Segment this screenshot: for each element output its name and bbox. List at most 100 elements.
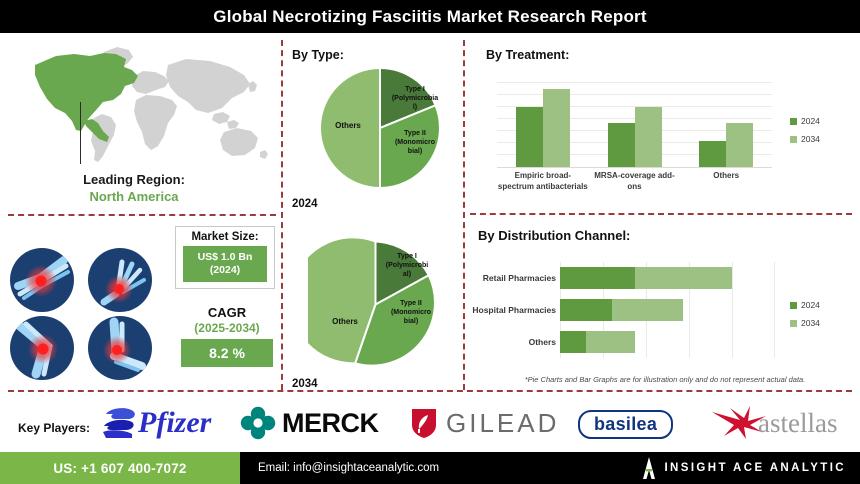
market-size-value-pill: US$ 1.0 Bn (2024): [183, 246, 267, 282]
leading-region-label: Leading Region:: [83, 172, 185, 187]
leading-region-block: Leading Region: North America: [34, 172, 234, 204]
header-bar: Global Necrotizing Fasciitis Market Rese…: [0, 0, 860, 33]
cagr-range: (2025-2034): [194, 321, 260, 335]
legend-swatch-dist-2034: [790, 319, 797, 327]
footer-email[interactable]: Email: info@insightaceanalytic.com: [258, 462, 440, 474]
map-north-america-highlight: [35, 53, 138, 142]
merck-wordmark: MERCK: [282, 407, 379, 438]
divider-horizontal-left: [8, 214, 276, 216]
pie-2034-svg: [289, 236, 436, 367]
treatment-bar-chart: [497, 82, 772, 168]
treatment-legend: 2024 2034: [790, 116, 820, 152]
logo-merck: MERCK: [240, 406, 379, 440]
legend-swatch-2034: [790, 135, 797, 143]
legend-swatch-2024: [790, 117, 797, 125]
distribution-bar-rows: [560, 262, 775, 358]
pie-chart-2034: Type I (Polymicrobi al) Type II (Monomicro b…: [289, 236, 443, 372]
distribution-row-others: [560, 331, 775, 353]
legend-label-dist-2034: 2034: [801, 318, 820, 328]
basilea-pill: basilea: [578, 409, 674, 439]
logo-basilea: basilea: [578, 409, 674, 439]
treatment-bar-mrsa-2024: [607, 123, 635, 167]
legend-label-2034: 2034: [801, 134, 820, 144]
cagr-value: 8.2 %: [209, 345, 245, 361]
pie-chart-2024: Type I (Polymicrobia l) Type II (Monomicro b…: [315, 63, 445, 193]
treatment-bar-mrsa-2034: [634, 107, 662, 167]
footer-bar: US: +1 607 400-7072 Email: info@insighta…: [0, 452, 860, 484]
treatment-legend-2024: 2024: [790, 116, 820, 126]
leading-region-value: North America: [89, 189, 179, 204]
distribution-seg-retail-2024: [560, 267, 635, 289]
divider-vertical-left: [281, 40, 283, 390]
section-title-by-distribution: By Distribution Channel:: [478, 228, 631, 243]
distribution-legend: 2024 2034: [790, 300, 820, 336]
basilea-wordmark: basilea: [594, 413, 658, 434]
footer-phone: US: +1 607 400-7072: [53, 460, 187, 476]
map-leader-line: [80, 102, 81, 164]
distribution-category-labels: Retail Pharmacies Hospital Pharmacies Ot…: [470, 262, 556, 358]
distribution-label-others: Others: [528, 336, 556, 347]
world-map: [8, 40, 278, 175]
treatment-bar-empiric-2024: [515, 107, 543, 167]
joint-elbow-icon: [10, 248, 74, 312]
treatment-bar-others-2024: [699, 141, 727, 167]
legend-swatch-dist-2024: [790, 301, 797, 309]
joint-hand-icon: [88, 248, 152, 312]
medical-illustrations: [10, 248, 160, 380]
joint-ankle-icon: [88, 316, 152, 380]
pie-2034-year: 2034: [292, 378, 318, 390]
distribution-label-hospital: Hospital Pharmacies: [472, 304, 556, 315]
market-size-label: Market Size:: [191, 231, 259, 243]
treatment-bar-empiric-2034: [542, 89, 570, 167]
distribution-legend-2024: 2024: [790, 300, 820, 310]
treatment-label-empiric: Empiric broad-spectrum antibacterials: [497, 171, 588, 191]
distribution-row-hospital: [560, 299, 775, 321]
merck-mark-icon: [240, 406, 276, 440]
footer-phone-block[interactable]: US: +1 607 400-7072: [0, 452, 240, 484]
treatment-axis-line: [497, 167, 772, 168]
pie-2024-year: 2024: [292, 198, 318, 210]
divider-horizontal-right: [470, 213, 852, 215]
insight-ace-logo-icon: [643, 457, 656, 479]
market-size-card: Market Size: US$ 1.0 Bn (2024): [175, 226, 275, 289]
world-map-svg: [35, 47, 268, 162]
cagr-value-pill: 8.2 %: [181, 339, 273, 367]
distribution-legend-2034: 2034: [790, 318, 820, 328]
key-players-label: Key Players:: [18, 421, 91, 435]
treatment-bar-others-2034: [726, 123, 754, 167]
logo-pfizer: Pfizer: [100, 405, 211, 441]
logo-gilead: GILEAD: [410, 407, 559, 439]
astellas-mark-icon: [712, 406, 766, 439]
treatment-label-others: Others: [713, 171, 740, 180]
legend-label-dist-2024: 2024: [801, 300, 820, 310]
distribution-seg-others-2034: [586, 331, 635, 353]
distribution-row-retail: [560, 267, 775, 289]
treatment-group-mrsa: [589, 82, 681, 167]
chart-disclaimer: *Pie Charts and Bar Graphs are for illus…: [524, 375, 806, 384]
cagr-title: CAGR: [207, 305, 247, 320]
treatment-category-labels: Empiric broad-spectrum antibacterials MR…: [497, 171, 772, 192]
treatment-bar-groups: [497, 82, 772, 167]
distribution-bar-chart: [560, 262, 775, 358]
astellas-wordmark: astellas: [758, 407, 838, 438]
distribution-label-retail: Retail Pharmacies: [482, 272, 556, 283]
footer-brand: INSIGHT ACE ANALYTIC: [642, 452, 846, 484]
logo-astellas: astellas: [710, 405, 837, 441]
gilead-mark-icon: [412, 409, 436, 438]
distribution-seg-hospital-2034: [612, 299, 683, 321]
distribution-seg-hospital-2024: [560, 299, 612, 321]
cagr-card: CAGR (2025-2034) 8.2 %: [175, 305, 279, 367]
distribution-seg-others-2024: [560, 331, 586, 353]
treatment-group-empiric: [497, 82, 589, 167]
joint-knee-icon: [10, 316, 74, 380]
pie-2024-svg: [319, 66, 441, 190]
pfizer-wordmark: Pfizer: [138, 406, 212, 439]
section-title-by-treatment: By Treatment:: [486, 48, 570, 62]
treatment-label-mrsa: MRSA-coverage add-ons: [594, 171, 675, 191]
treatment-legend-2034: 2034: [790, 134, 820, 144]
page-title: Global Necrotizing Fasciitis Market Rese…: [213, 6, 647, 26]
divider-horizontal-bottom: [8, 390, 852, 392]
legend-label-2024: 2024: [801, 116, 820, 126]
market-size-year: (2024): [209, 264, 241, 276]
